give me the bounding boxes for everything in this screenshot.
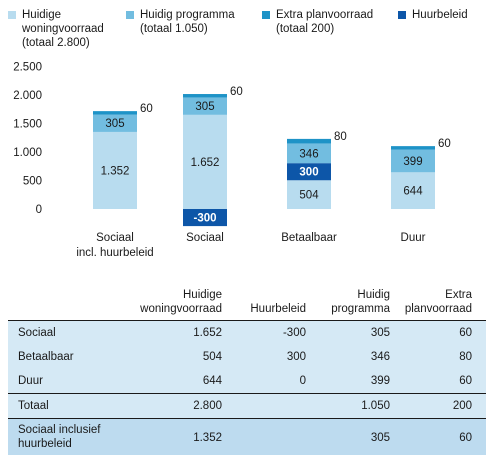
bar-segment [287, 163, 331, 181]
x-tick-label: incl. huurbeleid [76, 247, 153, 259]
table-cell: 399 [370, 375, 390, 387]
data-label: 60 [230, 86, 243, 98]
table-cell: 1.652 [193, 327, 222, 339]
table-row: Duur 644 0 399 60 [8, 369, 486, 393]
bar-segment [93, 131, 137, 209]
table-cell: 1.352 [193, 432, 222, 444]
data-label: 399 [403, 156, 422, 168]
legend-item-huidig-programma: Huidig programma (totaal 1.050) [126, 8, 235, 36]
bar-segment [93, 114, 137, 132]
data-label: 60 [140, 103, 153, 115]
legend-item-huidige-woningvoorraad: Huidige woningvoorraad (totaal 2.800) [8, 8, 104, 50]
x-tick-label: Betaalbaar [281, 232, 337, 244]
data-label: 644 [403, 186, 423, 198]
y-tick-label: 2.500 [13, 62, 42, 74]
bar-segment [93, 111, 137, 115]
data-label: -300 [193, 213, 216, 225]
bar-segment [391, 146, 435, 150]
row-label: Duur [18, 375, 43, 387]
bar-segment [183, 209, 227, 227]
legend-swatch [398, 11, 406, 19]
bar-segment [183, 114, 227, 209]
data-label: 300 [299, 167, 318, 179]
table-cell: 60 [459, 327, 472, 339]
header-extra-planvoorraad: Extra planvoorraad [404, 289, 472, 315]
table-cell: 644 [202, 375, 222, 387]
bar-segment [287, 138, 331, 144]
data-label: 1.352 [101, 165, 130, 177]
bar-segment [183, 97, 227, 115]
data-label: 305 [195, 101, 214, 113]
header-huurbeleid: Huurbeleid [250, 303, 306, 315]
table-cell: 2.800 [193, 400, 222, 412]
y-tick-label: 500 [23, 176, 42, 188]
header-huidige-woningvoorraad: Huidige woningvoorraad [140, 289, 222, 315]
y-tick-label: 0 [36, 204, 42, 216]
data-label: 1.652 [191, 157, 220, 169]
x-tick-label: Sociaal [96, 232, 134, 244]
table-cell: 300 [286, 351, 306, 363]
table-cell: 200 [452, 400, 472, 412]
row-label: Sociaal inclusief huurbeleid [18, 424, 101, 450]
stacked-bar-chart: 2.500 2.000 1.500 1.000 500 0 1.352 305 60 Sociaa… [13, 62, 451, 260]
header-huidig-programma: Huidig programma [331, 289, 390, 315]
chart-legend: Huidige woningvoorraad (totaal 2.800) Hu… [8, 8, 488, 56]
x-tick-label: Duur [401, 232, 426, 244]
table-cell: 60 [459, 375, 472, 387]
table-cell: 1.050 [361, 400, 390, 412]
table-header: Huidige woningvoorraad Huurbeleid Huidig… [8, 284, 486, 321]
data-label: 504 [299, 190, 319, 202]
table-cell: 504 [202, 351, 222, 363]
bar-segment [287, 143, 331, 164]
legend-swatch [8, 11, 16, 19]
row-label: Totaal [18, 400, 49, 412]
legend-label: Extra planvoorraad (totaal 200) [276, 9, 374, 35]
data-table: Huidige woningvoorraad Huurbeleid Huidig… [8, 284, 486, 455]
table-row-sociaal-inclusief: Sociaal inclusief huurbeleid 1.352 305 6… [8, 418, 486, 455]
table-cell: 305 [370, 432, 390, 444]
y-tick-label: 1.000 [13, 147, 42, 159]
bar-segment [391, 149, 435, 173]
y-tick-label: 1.500 [13, 119, 42, 131]
table-row-total: Totaal 2.800 1.050 200 [8, 393, 486, 418]
legend-item-huurbeleid: Huurbeleid [398, 8, 468, 22]
data-label: 80 [334, 131, 347, 143]
row-label: Betaalbaar [18, 351, 74, 363]
table-cell: 80 [459, 351, 472, 363]
bar-segment [391, 172, 435, 209]
table-cell: 305 [370, 327, 390, 339]
legend-label: Huurbeleid [412, 9, 468, 21]
row-label: Sociaal [18, 327, 56, 339]
legend-item-extra-planvoorraad: Extra planvoorraad (totaal 200) [262, 8, 373, 36]
x-tick-label: Sociaal [186, 232, 224, 244]
table-cell: 60 [459, 432, 472, 444]
table-cell: 0 [299, 375, 306, 387]
table-row: Sociaal 1.652 -300 305 60 [8, 321, 486, 345]
legend-label: Huidige woningvoorraad (totaal 2.800) [22, 9, 104, 49]
data-label: 305 [105, 118, 124, 130]
legend-swatch [126, 11, 134, 19]
table-cell: -300 [282, 327, 306, 339]
legend-label: Huidig programma (totaal 1.050) [140, 9, 235, 35]
data-label: 60 [438, 138, 451, 150]
bar-segment [183, 94, 227, 98]
table-row: Betaalbaar 504 300 346 80 [8, 345, 486, 369]
legend-swatch [262, 11, 270, 19]
data-label: 346 [299, 148, 318, 160]
table-cell: 346 [370, 351, 390, 363]
bar-segment [287, 180, 331, 209]
y-tick-label: 2.000 [13, 90, 42, 102]
